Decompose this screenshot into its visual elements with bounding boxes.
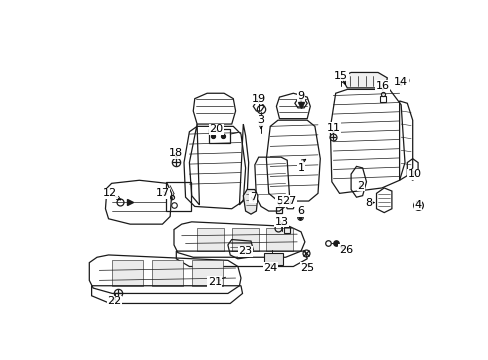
Text: 21: 21	[207, 277, 222, 287]
Text: 26: 26	[338, 244, 352, 255]
Text: 23: 23	[238, 246, 252, 256]
Text: 12: 12	[103, 188, 117, 198]
Text: 1: 1	[297, 163, 304, 173]
Text: 27: 27	[282, 196, 296, 206]
Text: 25: 25	[300, 263, 314, 273]
Polygon shape	[192, 260, 223, 286]
Polygon shape	[231, 228, 258, 251]
Text: 22: 22	[107, 296, 122, 306]
Polygon shape	[341, 72, 386, 88]
Text: 26: 26	[338, 244, 352, 255]
Text: 4: 4	[414, 200, 421, 210]
Text: 21: 21	[207, 277, 222, 287]
Polygon shape	[152, 260, 183, 286]
Text: 5: 5	[275, 196, 283, 206]
Bar	[264, 253, 282, 265]
Text: 14: 14	[393, 77, 407, 87]
Text: 1: 1	[297, 163, 304, 173]
Text: 11: 11	[325, 123, 340, 133]
Text: 13: 13	[274, 217, 288, 227]
Text: 6: 6	[297, 206, 304, 216]
Text: 9: 9	[297, 91, 304, 100]
Text: 8: 8	[365, 198, 371, 208]
Text: 4: 4	[414, 200, 421, 210]
Text: 2: 2	[357, 181, 364, 191]
Polygon shape	[266, 228, 293, 251]
Text: 20: 20	[209, 125, 223, 134]
Text: 12: 12	[103, 188, 117, 198]
Text: 3: 3	[257, 115, 264, 125]
Text: 2: 2	[357, 181, 364, 191]
Text: 13: 13	[274, 217, 288, 227]
Text: 10: 10	[407, 169, 421, 179]
Text: 6: 6	[297, 206, 304, 216]
Text: 23: 23	[238, 246, 252, 256]
Text: 18: 18	[169, 148, 183, 158]
Text: 25: 25	[300, 263, 314, 273]
Text: 18: 18	[169, 148, 183, 158]
Text: 19: 19	[251, 94, 265, 104]
Polygon shape	[112, 260, 143, 286]
Text: 24: 24	[263, 263, 277, 273]
Text: 24: 24	[263, 263, 277, 273]
Text: 22: 22	[107, 296, 122, 306]
Text: 7: 7	[249, 192, 256, 202]
Text: 19: 19	[251, 94, 265, 104]
Text: 9: 9	[297, 91, 304, 100]
Text: 16: 16	[375, 81, 389, 91]
Text: 27: 27	[282, 196, 296, 206]
Text: 20: 20	[209, 125, 223, 134]
Polygon shape	[243, 189, 257, 214]
Bar	[166, 182, 190, 211]
Text: 17: 17	[155, 188, 169, 198]
Text: 8: 8	[365, 198, 371, 208]
Text: 3: 3	[257, 115, 264, 125]
Text: 17: 17	[155, 188, 169, 198]
Text: 15: 15	[333, 71, 347, 81]
Polygon shape	[197, 228, 224, 251]
Text: 15: 15	[333, 71, 347, 81]
Text: 7: 7	[249, 192, 256, 202]
Text: 14: 14	[393, 77, 407, 87]
Bar	[208, 130, 230, 143]
Text: 10: 10	[407, 169, 421, 179]
Text: 11: 11	[325, 123, 340, 133]
Text: 16: 16	[375, 81, 389, 91]
Text: 5: 5	[275, 196, 283, 206]
